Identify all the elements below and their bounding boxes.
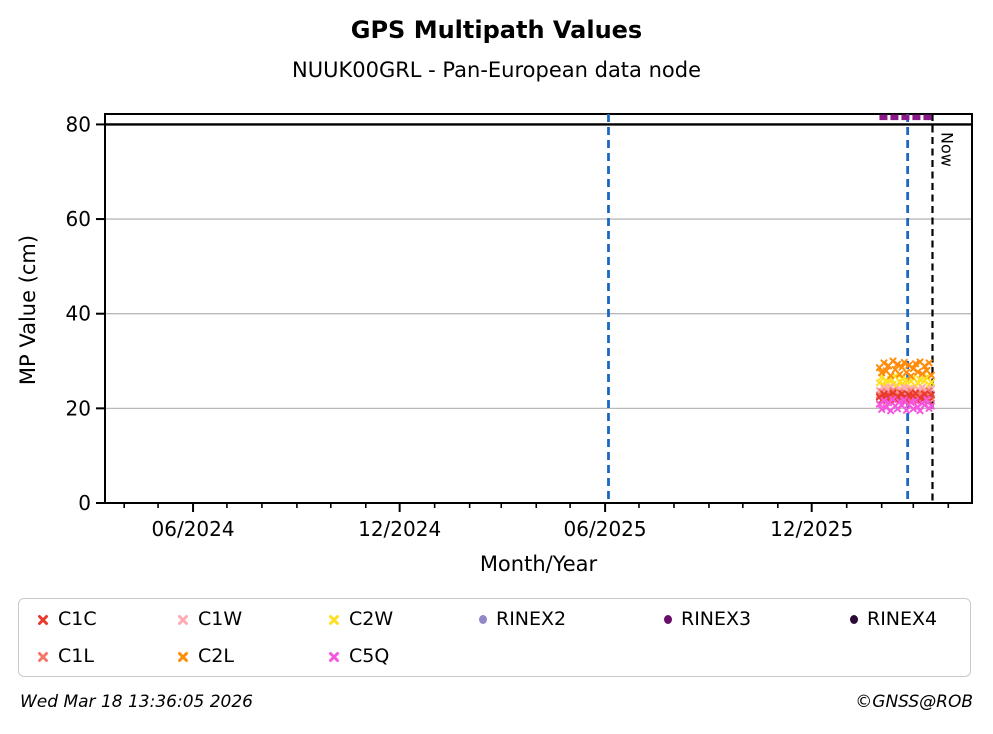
- scatter-point-C2L: [907, 372, 915, 380]
- c1c-marker-icon: [38, 614, 48, 625]
- scatter-point-C5Q: [878, 405, 886, 413]
- rinex2-marker-icon: [479, 615, 487, 624]
- y-tick-label-80: 80: [66, 112, 91, 136]
- scatter-point-C2W: [927, 378, 935, 386]
- legend: C1C C1W C2W RINEX2 RINEX3 RINEX4 C1L C2L C5Q: [18, 598, 971, 677]
- c2l-marker-icon: [178, 651, 188, 662]
- scatter-point-C2L: [878, 369, 886, 377]
- scatter-point-C5Q: [880, 397, 888, 405]
- legend-item-C5Q: C5Q: [328, 647, 389, 666]
- legend-item-RINEX4: RINEX4: [850, 610, 937, 629]
- y-tick-label-40: 40: [66, 302, 91, 326]
- x-tick-label-12/2024: 12/2024: [358, 517, 441, 541]
- legend-label: C2W: [349, 608, 394, 630]
- c1l-marker-icon: [38, 651, 48, 662]
- chart-title: GPS Multipath Values: [350, 16, 643, 44]
- scatter-point-C2L: [880, 359, 888, 367]
- copyright-credit: ©GNSS@ROB: [855, 692, 973, 712]
- legend-label: RINEX2: [496, 608, 567, 630]
- y-tick-label-0: 0: [78, 491, 91, 515]
- legend-label: C1C: [58, 608, 97, 630]
- scatter-point-C5Q: [902, 406, 911, 414]
- x-tick-label-12/2025: 12/2025: [770, 517, 853, 541]
- scatter-point-C5Q: [911, 397, 920, 405]
- legend-label: C2L: [198, 645, 234, 667]
- plot-canvas: 0 20 40 60 80 06/2024 12/2024 06/2025 12/2025 Now: [66, 112, 973, 541]
- legend-label: RINEX4: [867, 608, 938, 630]
- scatter-point-C2L: [893, 360, 902, 368]
- scatter-point-C5Q: [889, 395, 897, 403]
- now-label: Now: [937, 132, 956, 167]
- rinex4-marker-icon: [850, 615, 858, 624]
- legend-item-RINEX3: RINEX3: [664, 610, 751, 629]
- legend-label: C1L: [58, 645, 94, 667]
- legend-label: C1W: [198, 608, 243, 630]
- legend-item-C2W: C2W: [328, 610, 393, 629]
- chart-subtitle: NUUK00GRL - Pan-European data node: [292, 58, 701, 82]
- scatter-point-C2L: [887, 372, 895, 380]
- legend-item-C1L: C1L: [37, 647, 94, 666]
- scatter-point-C2L: [927, 371, 935, 379]
- c5q-marker-icon: [329, 651, 339, 662]
- scatter-point-C2L: [900, 358, 908, 367]
- x-axis-label: Month/Year: [479, 552, 598, 576]
- scatter-point-C2L: [925, 359, 933, 367]
- legend-label: RINEX3: [681, 608, 752, 630]
- scatter-point-C2L: [896, 370, 904, 378]
- scatter-point-C5Q: [927, 402, 935, 410]
- y-tick-label-60: 60: [66, 207, 91, 231]
- x-tick-label-06/2024: 06/2024: [152, 517, 235, 541]
- scatter-point-C2L: [911, 360, 920, 368]
- legend-label: C5Q: [349, 645, 390, 667]
- rinex3-marker-icon: [664, 615, 672, 624]
- scatter-point-C5Q: [909, 405, 917, 413]
- c1w-marker-icon: [178, 614, 188, 625]
- scatter-point-C1C: [893, 392, 902, 401]
- plot-timestamp: Wed Mar 18 13:36:05 2026: [20, 692, 253, 712]
- scatter-point-C1C: [920, 390, 929, 398]
- scatter-point-C5Q: [916, 407, 924, 415]
- x-tick-label-06/2025: 06/2025: [564, 517, 647, 541]
- c2w-marker-icon: [329, 614, 339, 625]
- legend-item-C1C: C1C: [37, 610, 97, 629]
- plot-border: [104, 113, 973, 504]
- y-tick-label-20: 20: [66, 396, 91, 420]
- y-axis-label: MP Value (cm): [16, 234, 40, 386]
- legend-item-C2L: C2L: [177, 647, 234, 666]
- scatter-point-C5Q: [896, 398, 904, 406]
- scatter-point-C2L: [914, 368, 922, 376]
- legend-item-RINEX2: RINEX2: [479, 610, 566, 629]
- legend-item-C1W: C1W: [177, 610, 242, 629]
- scatter-point-C1C: [898, 390, 906, 398]
- scatter-point-C5Q: [923, 395, 931, 403]
